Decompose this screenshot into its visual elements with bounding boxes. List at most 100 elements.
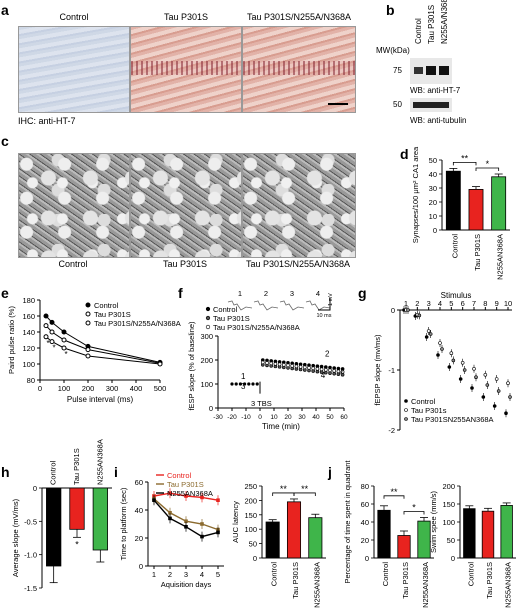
significance-bracket [403,511,425,515]
data-point [43,334,49,340]
x-tick-label: 0 [38,384,42,393]
legend-label: Control [213,305,238,314]
data-point [447,365,452,369]
plot-number: 2 [325,349,330,358]
data-point [315,367,320,371]
em-image-control [18,153,130,258]
baseline-point [251,382,255,386]
x-tick-label: 10 [504,299,512,308]
data-point [458,377,463,381]
legend-label: Control [167,471,192,480]
data-point [424,335,429,339]
panel-c-title-control: Control [58,259,88,269]
western-blot-tubulin [410,98,452,112]
data-point [216,498,220,502]
epsp-trace [253,300,279,311]
y-tick-label: 50 [447,536,455,545]
data-point [319,367,324,372]
panel-label-e: e [1,285,9,301]
y-tick-label: 40 [429,170,437,179]
category-label: Tau P301S [72,448,81,485]
significance-label: * [412,503,416,513]
legend-marker [205,324,211,330]
y-tick-label: 20 [135,534,143,543]
data-point [200,522,204,526]
data-point [485,383,490,387]
y-axis-label: Percentage of time spent in quadrant [343,460,352,584]
panel-c-title-p301s: Tau P301S [162,259,208,269]
baseline-point [230,382,234,386]
legend-label: Control [94,301,119,310]
y-tick-label: 100 [22,360,35,369]
data-point [474,375,478,380]
category-label: Control [450,234,459,259]
data-point [273,362,278,366]
y-tick-label: 80 [361,482,369,491]
data-point [506,381,510,386]
significance-bracket [452,162,477,166]
bar [46,487,62,567]
panel-label-i: i [114,464,118,480]
bar [445,170,461,231]
y-tick-label: 250 [244,482,257,491]
scale-bar [318,298,331,311]
baseline-point [255,382,259,386]
plot-number: 1 [241,372,246,381]
y-tick-label: 0 [253,554,257,563]
baseline-point [243,382,247,386]
x-tick-label: 40 [312,414,320,421]
y-tick-label: -1.0 [24,551,37,560]
x-tick-label: 5 [449,299,453,308]
bar [491,176,507,231]
y-tick-label: 160 [22,312,35,321]
data-point [307,366,311,370]
y-tick-label: 20 [361,536,369,545]
data-point [61,337,67,343]
data-point [417,313,422,318]
epsp-trace [305,300,331,311]
y-tick-label: 0 [451,554,455,563]
x-tick-label: 100 [58,384,71,393]
data-point [451,358,456,363]
x-axis-label: Aquisition days [161,580,212,589]
legend-marker [205,306,211,312]
marker-50: 50 [393,100,402,109]
y-tick-label: -0.5 [24,517,37,526]
scale-x-label: 10 ms [317,313,332,319]
legend-label: Tau P301S [94,310,131,319]
marker-75: 75 [393,66,402,75]
y-tick-label: 140 [22,328,35,337]
data-point [49,339,55,345]
panel-label-c: c [1,133,9,149]
baseline-point [238,382,242,386]
category-label: N255AN368A [496,234,505,280]
data-point [460,360,465,365]
panel-c-title-mutant: Tau P301S/N255A/N368A [245,259,351,269]
panel-label-h: h [1,464,10,480]
baseline-point [247,382,251,386]
data-point [200,534,204,539]
data-point [438,341,442,345]
x-tick-label: 2 [415,299,419,308]
x-tick-label: 50 [326,414,334,421]
y-axis-label: Average slope (mV/ms) [11,498,20,577]
data-point [302,365,307,370]
x-tick-label: 6 [461,299,465,308]
data-point [184,525,188,529]
em-image-p301s [130,153,242,258]
baseline-point [234,382,238,386]
legend-label: Control [411,397,436,406]
y-tick-label: 0 [209,404,213,413]
legend-marker [404,417,408,421]
legend-marker [85,302,91,308]
data-point [428,332,433,336]
trace-number: 3 [290,289,294,298]
data-point [340,370,345,374]
bar [397,535,411,559]
data-point [152,498,156,502]
data-point [216,530,220,535]
data-point [508,395,512,399]
category-label: N255AN368A [312,562,321,608]
panel-a-title-p301s: Tau P301S [163,12,209,22]
